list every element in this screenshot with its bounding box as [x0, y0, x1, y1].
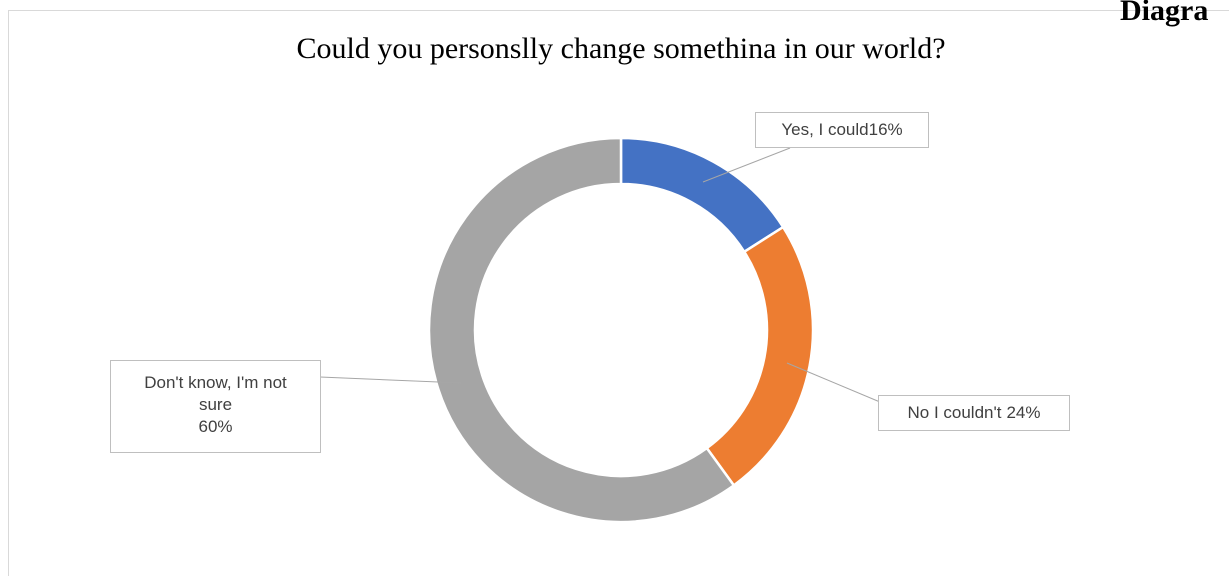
label-value: 60% — [198, 417, 233, 436]
label-category: No I couldn't — [907, 403, 1002, 422]
label-category: Don't know, I'm not sure — [144, 373, 287, 414]
leader-line — [786, 362, 881, 403]
chart-title: Could you personslly change somethina in… — [296, 32, 945, 65]
data-label: Yes, I could16% — [755, 112, 929, 148]
donut-segment — [427, 136, 736, 524]
chart-border — [8, 10, 1229, 576]
leader-line — [319, 376, 463, 384]
label-value: 24% — [1006, 403, 1041, 422]
label-value: 16% — [868, 120, 903, 139]
donut-segment — [619, 136, 785, 254]
leader-line — [702, 147, 791, 183]
data-label: No I couldn't 24% — [878, 395, 1070, 431]
data-label: Don't know, I'm not sure 60% — [110, 360, 321, 453]
corner-label: Diagra — [1120, 0, 1209, 27]
label-category: Yes, I could — [781, 120, 869, 139]
donut-segment — [705, 225, 815, 488]
